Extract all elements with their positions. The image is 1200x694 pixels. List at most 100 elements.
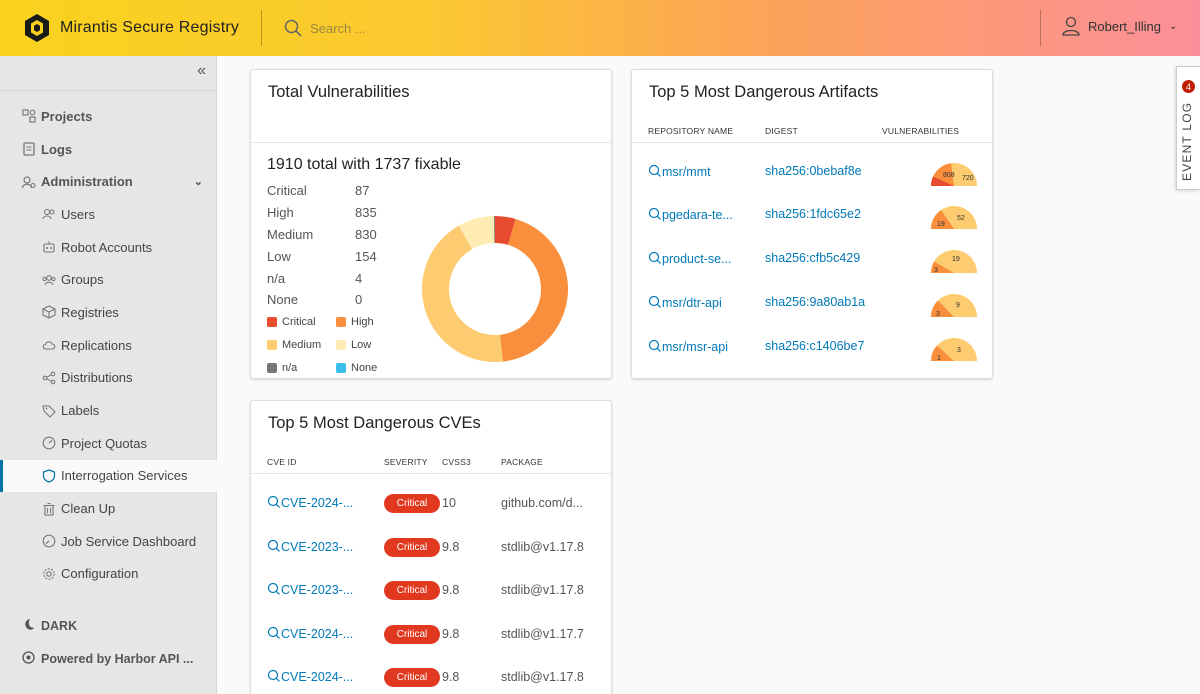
digest-link[interactable]: sha256:0bebaf8e [765,164,862,178]
digest-link[interactable]: sha256:cfb5c429 [765,251,861,265]
legend-label: High [351,315,374,328]
column-header-cvss3[interactable]: CVSS3 [442,457,471,467]
repository-link[interactable]: pgedara-te... [648,207,733,223]
sidebar-item-label: Labels [61,403,100,419]
global-search[interactable] [284,19,511,37]
column-header-severity[interactable]: SEVERITY [384,457,428,467]
digest-link[interactable]: sha256:c1406be7 [765,339,865,353]
sidebar-item-projects[interactable]: Projects [0,100,217,133]
column-header-package[interactable]: PACKAGE [501,457,543,467]
donut-slice-low[interactable] [458,216,495,250]
donut-slice-medium[interactable] [422,225,503,362]
shield-icon [42,469,56,483]
sidebar-item-registries[interactable]: Registries [0,296,217,329]
cve-link[interactable]: CVE-2023-... [267,582,353,598]
sidebar-item-label: Users [61,206,95,222]
column-header-vulnerabilities[interactable]: VULNERABILITIES [882,126,960,136]
harbor-api-link[interactable]: Powered by Harbor API ... [0,642,217,675]
sidebar-item-users[interactable]: Users [0,198,217,231]
column-header-digest[interactable]: DIGEST [765,126,798,136]
search-input[interactable] [310,20,511,36]
user-icon [1062,16,1080,36]
sidebar-item-groups[interactable]: Groups [0,263,217,296]
robot-icon [42,240,56,254]
column-header-cve-id[interactable]: CVE ID [267,457,297,467]
severity-badge: Critical [384,668,440,687]
sidebar-item-labels[interactable]: Labels [0,394,217,427]
repository-link[interactable]: msr/dtr-api [648,295,722,311]
sidebar: « Projects Logs Administration ⌄ Users R… [0,56,217,694]
groups-icon [42,273,56,287]
donut-slice-critical[interactable] [495,216,516,245]
card-title: Top 5 Most Dangerous Artifacts [649,83,879,101]
search-icon [648,339,661,355]
event-log-tab[interactable]: 4 EVENT LOG [1176,66,1200,190]
severity-badge: Critical [384,494,440,513]
sidebar-item-project-quotas[interactable]: Project Quotas [0,427,217,460]
sidebar-item-interrogation-services[interactable]: Interrogation Services [0,459,217,493]
sidebar-item-clean-up[interactable]: Clean Up [0,492,217,525]
vulnerability-donut-chart [422,216,568,362]
donut-slice-na[interactable] [494,216,495,244]
sidebar-item-logs[interactable]: Logs [0,133,217,166]
legend-item[interactable]: Medium [267,333,336,356]
card-title: Top 5 Most Dangerous CVEs [268,414,481,432]
card-divider [251,142,611,143]
severity-label: Medium [267,226,314,242]
repository-link[interactable]: msr/msr-api [648,339,728,355]
legend-swatch [336,316,346,327]
severity-count: 154 [355,248,377,264]
sidebar-item-label: Replications [61,337,132,353]
sidebar-item-administration[interactable]: Administration ⌄ [0,165,217,198]
search-icon [267,582,280,598]
search-icon [648,251,661,267]
cve-link[interactable]: CVE-2024-... [267,669,353,685]
sidebar-item-job-service-dashboard[interactable]: Job Service Dashboard [0,525,217,558]
cvss-score: 9.8 [442,583,460,597]
column-header-repository[interactable]: REPOSITORY NAME [648,126,734,136]
labels-icon [42,404,56,418]
legend-swatch [336,339,346,350]
donut-slice-high[interactable] [499,218,568,362]
event-log-label: EVENT LOG [1180,101,1194,181]
vulnerability-gauge: 19 52 [931,206,977,229]
table-header-divider [632,142,992,143]
sidebar-item-robot-accounts[interactable]: Robot Accounts [0,231,217,264]
user-menu[interactable]: Robert_Illing ⌄ [1062,16,1177,36]
sidebar-item-label: Administration [41,174,133,190]
cve-link[interactable]: CVE-2024-... [267,626,353,642]
vulnerability-summary: 1910 total with 1737 fixable [267,156,461,173]
collapse-sidebar-icon[interactable]: « [197,62,206,79]
legend-item[interactable]: n/a [267,356,336,378]
severity-count: 0 [355,292,363,308]
sidebar-item-distributions[interactable]: Distributions [0,362,217,395]
cve-link[interactable]: CVE-2024-... [267,495,353,511]
gauge-value-medium: 52 [957,215,965,222]
chevron-down-icon: ⌄ [193,176,203,189]
sidebar-item-configuration[interactable]: Configuration [0,558,217,591]
legend-item[interactable]: Low [336,333,405,356]
sidebar-item-label: Logs [41,141,73,157]
repository-link[interactable]: msr/mmt [648,164,711,180]
severity-row: Medium 830 [267,224,377,246]
legend-item[interactable]: Critical [267,310,336,333]
header-divider [261,10,263,46]
search-icon [267,626,280,642]
legend-item[interactable]: None [336,356,405,378]
digest-link[interactable]: sha256:9a80ab1a [765,295,866,309]
cve-link[interactable]: CVE-2023-... [267,539,353,555]
legend-item[interactable]: High [336,310,405,333]
dark-mode-toggle[interactable]: DARK [0,609,217,642]
dark-mode-label: DARK [41,618,78,633]
repository-link[interactable]: product-se... [648,251,731,267]
sidebar-item-label: Project Quotas [61,435,147,451]
administration-icon [22,175,36,189]
users-icon [42,207,56,221]
dangerous-cves-card: Top 5 Most Dangerous CVEs CVE ID SEVERIT… [250,400,612,694]
app-title[interactable]: Mirantis Secure Registry [60,19,240,36]
mirantis-logo-icon[interactable] [24,13,50,43]
sidebar-item-label: Projects [41,108,93,124]
digest-link[interactable]: sha256:1fdc65e2 [765,207,861,221]
cve-id: CVE-2023-... [281,583,354,597]
sidebar-item-replications[interactable]: Replications [0,329,217,362]
